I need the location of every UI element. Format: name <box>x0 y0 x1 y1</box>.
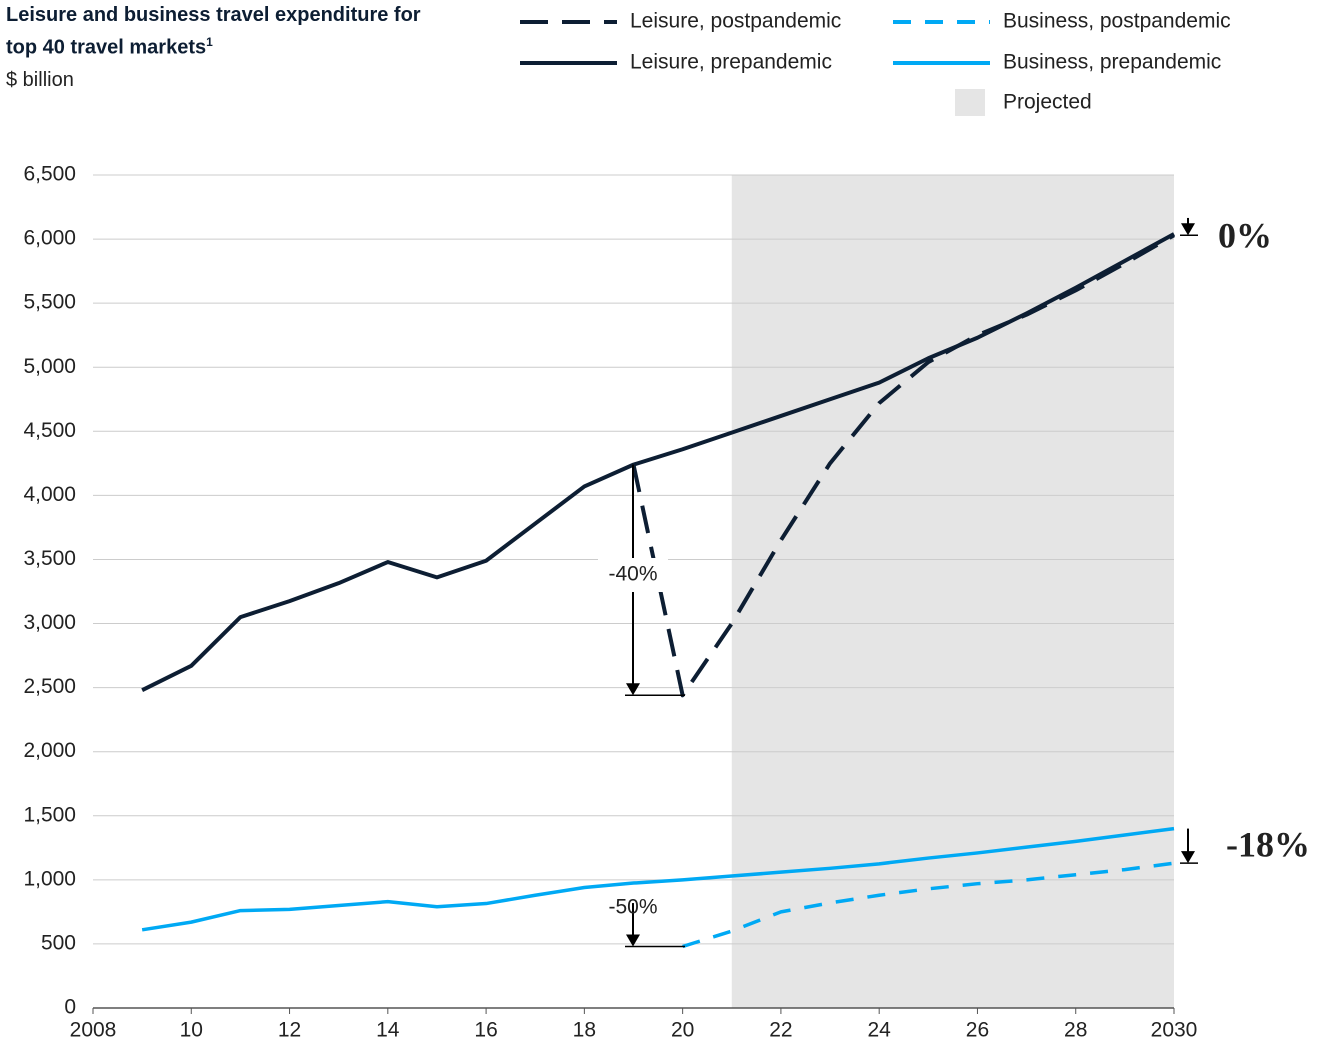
footnote-mark: 1 <box>206 35 213 49</box>
y-tick-label: 5,000 <box>23 355 76 378</box>
legend-label: Business, postpandemic <box>1003 10 1231 33</box>
x-tick-label: 16 <box>474 1019 497 1042</box>
y-tick-label: 3,500 <box>23 547 76 570</box>
annotation: -40% <box>608 563 657 586</box>
title-text: Leisure and business travel expenditure … <box>6 4 421 59</box>
x-tick-label: 18 <box>573 1019 596 1042</box>
y-tick-label: 2,500 <box>23 675 76 698</box>
series-line <box>631 233 1175 698</box>
x-tick-label: 24 <box>868 1019 892 1042</box>
y-tick-label: 500 <box>41 931 76 954</box>
x-tick-label: 26 <box>966 1019 989 1042</box>
annotation-arrowhead <box>1181 223 1195 236</box>
y-tick-label: 3,000 <box>23 611 76 634</box>
projected-region <box>731 175 1174 1008</box>
annotation: -18% <box>1226 824 1310 864</box>
y-tick-label: 6,500 <box>23 163 76 186</box>
y-tick-label: 1,500 <box>23 803 76 826</box>
series-line <box>141 826 1175 932</box>
series-line <box>141 232 1175 692</box>
y-tick-label: 1,000 <box>23 867 76 890</box>
annotation-arrowhead <box>626 934 640 947</box>
legend-label: Leisure, postpandemic <box>630 10 841 33</box>
legend-swatch <box>955 89 985 116</box>
annotation: 0% <box>1218 215 1272 255</box>
x-tick-label: 22 <box>769 1019 792 1042</box>
x-tick-label: 2030 <box>1151 1019 1198 1042</box>
annotation-arrowhead <box>1181 851 1195 864</box>
annotation-arrowhead <box>626 683 640 696</box>
series-line <box>682 861 1175 949</box>
x-tick-label: 12 <box>278 1019 301 1042</box>
y-tick-label: 0 <box>64 996 76 1019</box>
y-tick-label: 6,000 <box>23 227 76 250</box>
y-tick-label: 4,500 <box>23 419 76 442</box>
chart-title: Leisure and business travel expenditure … <box>6 2 456 62</box>
annotation-bg <box>598 558 668 592</box>
y-tick-label: 4,000 <box>23 483 76 506</box>
subtitle: $ billion <box>6 69 74 91</box>
x-tick-label: 28 <box>1064 1019 1087 1042</box>
annotation: -50% <box>608 896 657 919</box>
x-tick-label: 2008 <box>70 1019 117 1042</box>
x-tick-label: 14 <box>376 1019 400 1042</box>
y-tick-label: 2,000 <box>23 739 76 762</box>
legend-label: Business, prepandemic <box>1003 51 1221 74</box>
x-tick-label: 20 <box>671 1019 694 1042</box>
x-tick-label: 10 <box>180 1019 203 1042</box>
legend-label: Leisure, prepandemic <box>630 51 832 74</box>
y-tick-label: 5,500 <box>23 291 76 314</box>
legend-label: Projected <box>1003 91 1092 114</box>
